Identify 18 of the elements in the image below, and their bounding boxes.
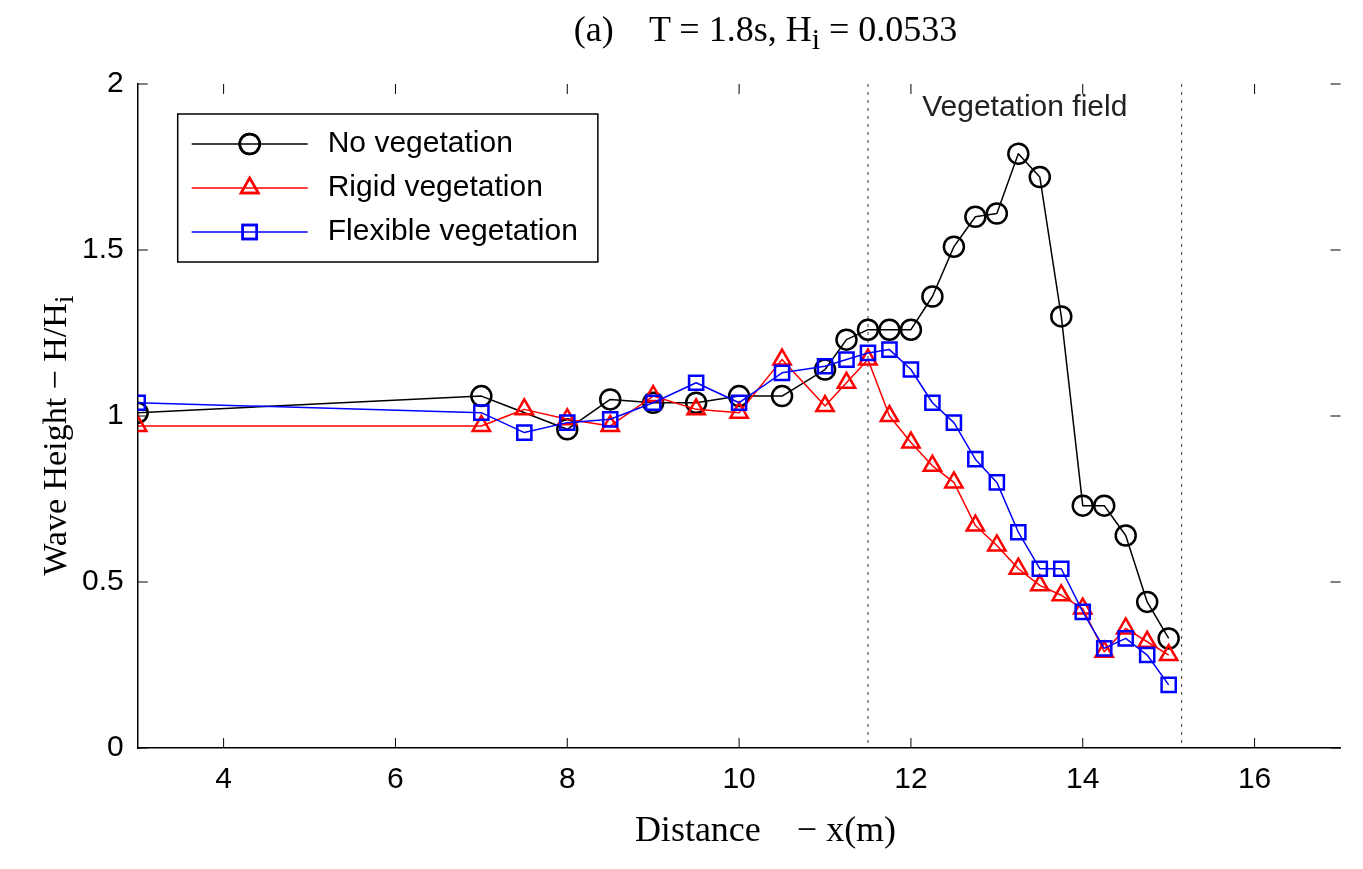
legend-label: Rigid vegetation — [327, 169, 543, 203]
x-tick-label: 10 — [722, 761, 756, 795]
x-tick-label: 8 — [558, 761, 576, 795]
y-tick-label: 0.5 — [81, 563, 124, 597]
legend-label: Flexible vegetation — [327, 213, 578, 247]
legend-label: No vegetation — [327, 125, 513, 159]
chart-title: (a) T = 1.8s, H$_{i}$ = 0.0533 — [572, 8, 959, 57]
x-tick-label: 14 — [1066, 761, 1100, 795]
x-axis-title: Distance − x(m) — [633, 808, 898, 850]
x-tick-label: 16 — [1237, 761, 1272, 795]
x-tick-label: 6 — [387, 761, 404, 795]
y-tick-label: 1.5 — [81, 231, 124, 265]
x-tick-label: 12 — [894, 761, 928, 795]
annotation: Vegetation field — [922, 89, 1128, 123]
x-tick-label: 4 — [215, 761, 232, 795]
y-tick-label: 2 — [107, 65, 124, 99]
y-tick-label: 1 — [107, 397, 124, 431]
y-tick-label: 0 — [107, 729, 124, 763]
